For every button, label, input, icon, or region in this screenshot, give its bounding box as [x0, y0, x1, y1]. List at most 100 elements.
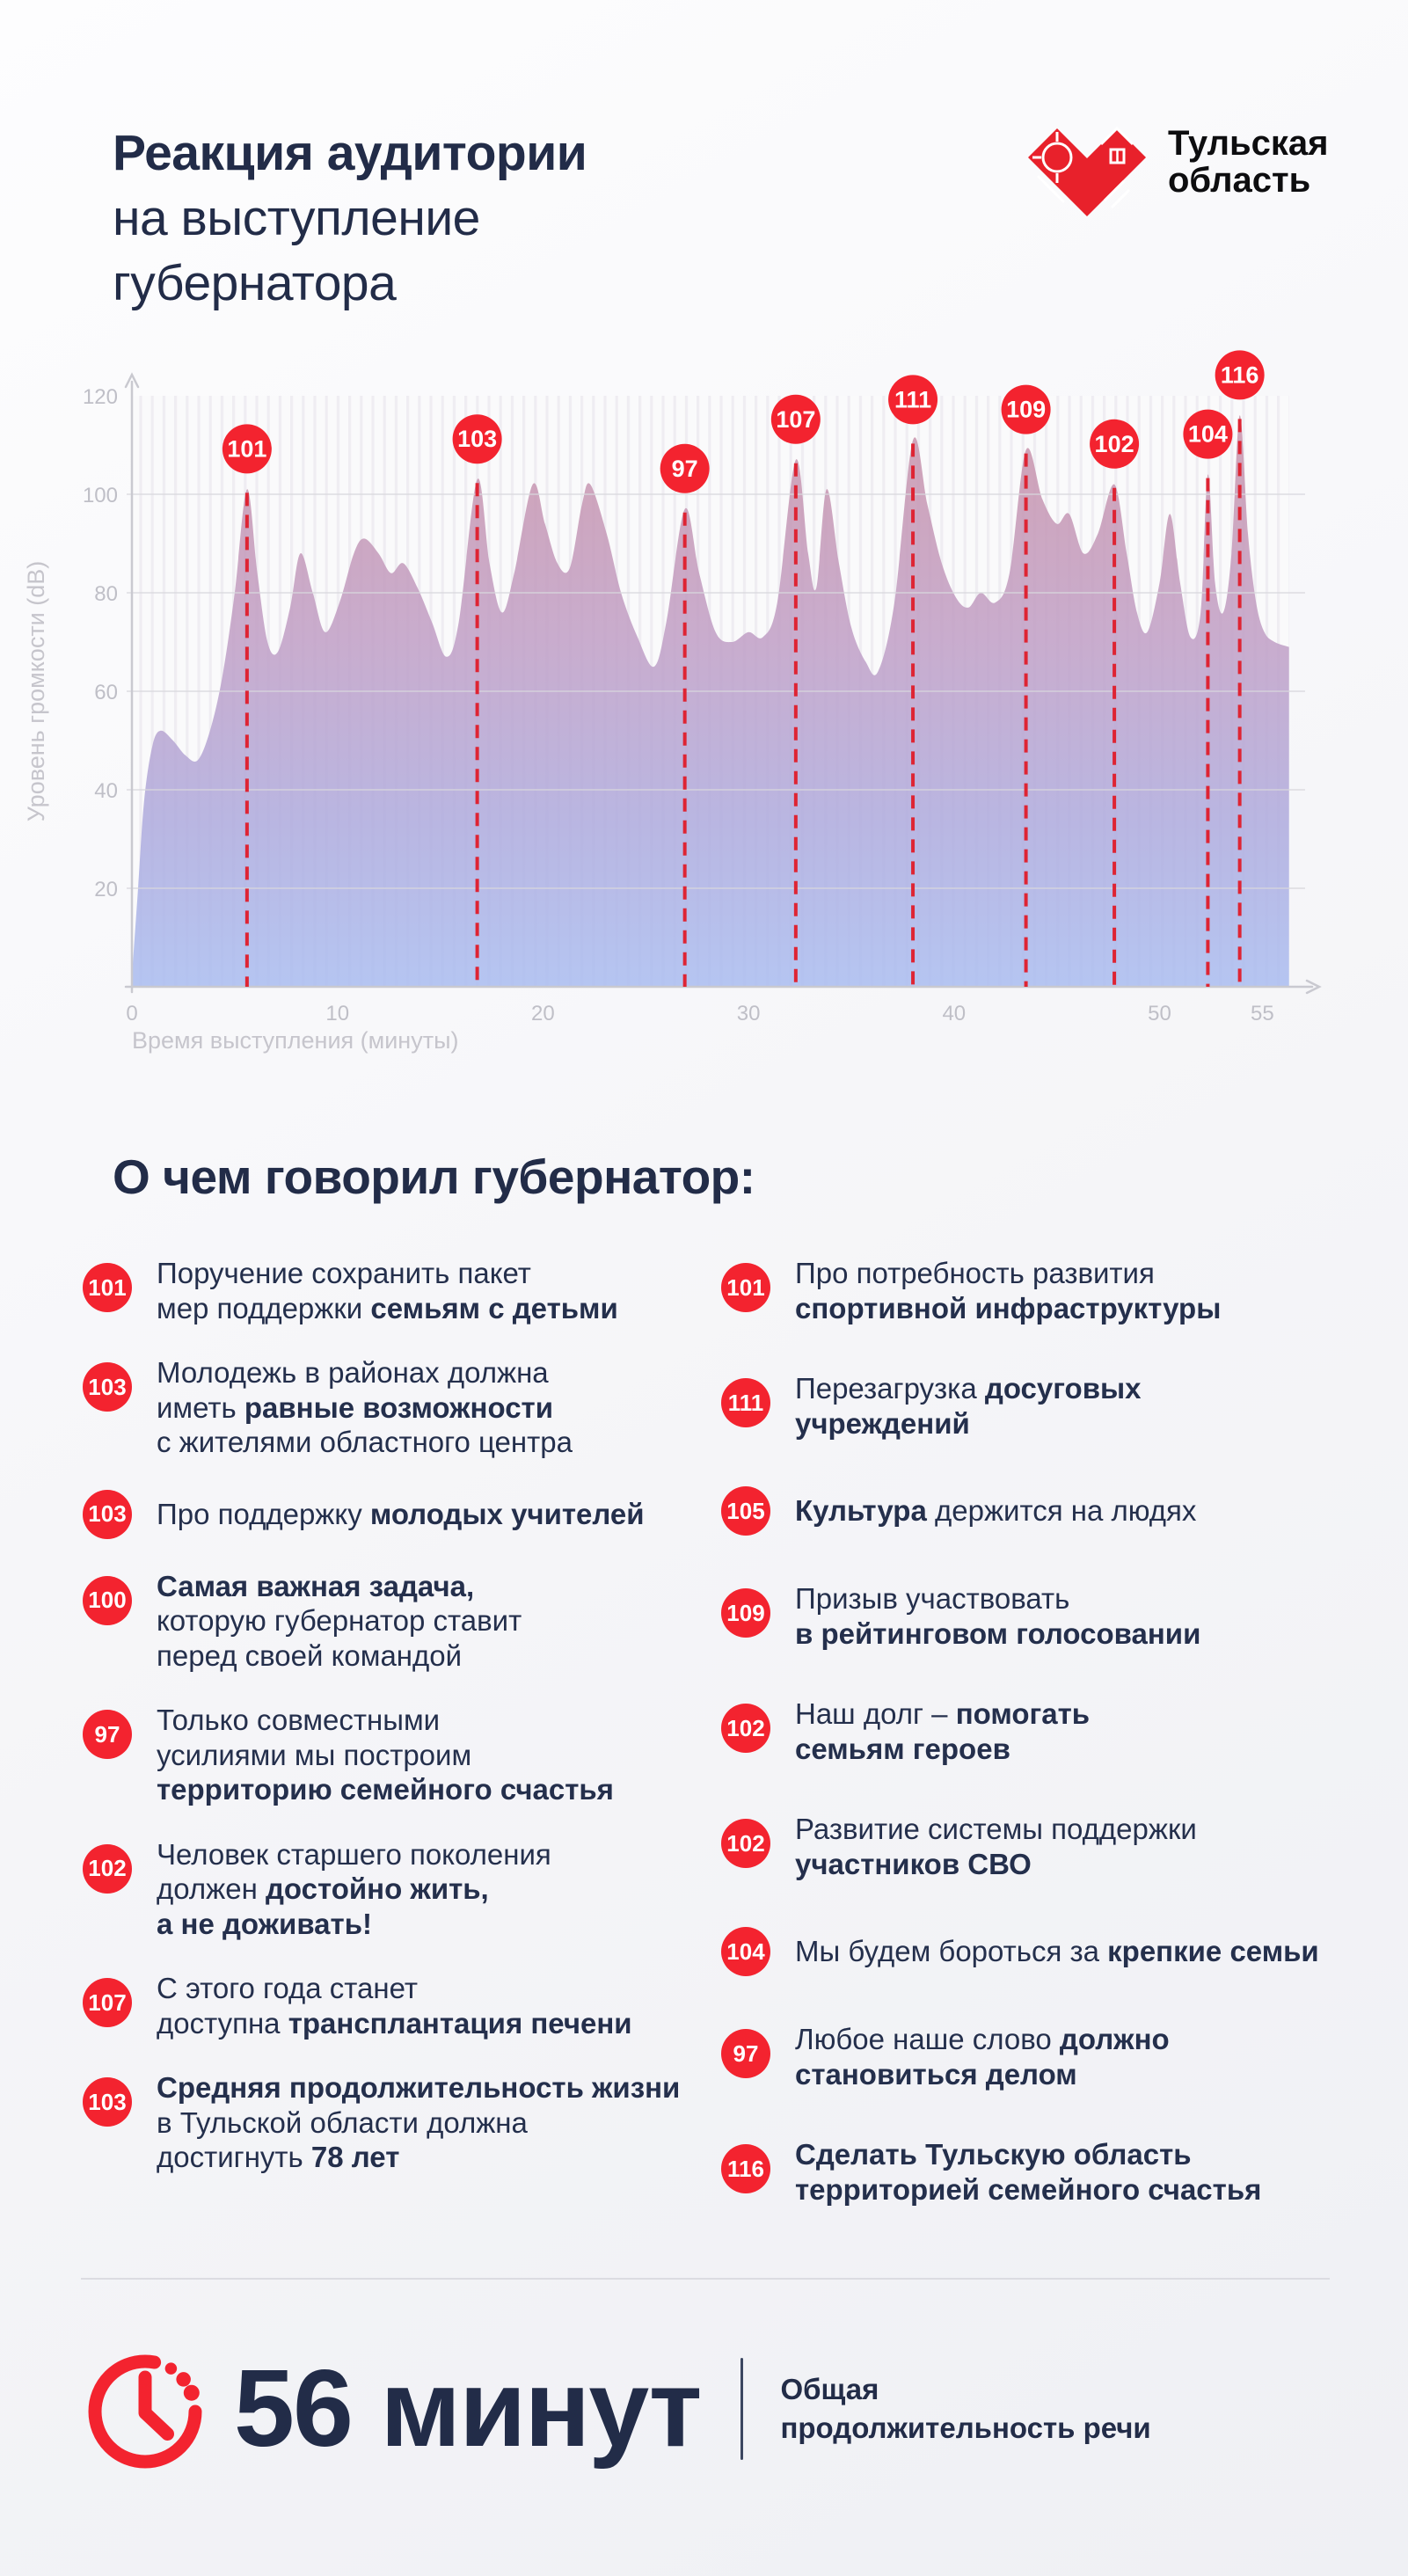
topic-badge: 102	[721, 1704, 770, 1753]
topic-item: 100 Самая важная задача, которую губернато…	[83, 1569, 721, 1674]
y-tick-label: 20	[94, 878, 118, 901]
topic-badge: 103	[83, 1489, 132, 1539]
topic-badge: 100	[83, 1575, 132, 1625]
logo-heart-icon	[1028, 126, 1146, 216]
topic-text: Только совместными усилиями мы построим те…	[157, 1704, 614, 1806]
topic-text: Сделать Тульскую область территорией семе…	[795, 2138, 1262, 2206]
topics-columns: 101 Поручение сохранить пакет мер поддержк…	[83, 1256, 1335, 2252]
y-tick-label: 100	[83, 484, 118, 507]
peak-badge-value: 103	[457, 426, 497, 452]
topic-badge: 102	[83, 1843, 132, 1894]
page-title-line-3: губернатора	[113, 255, 397, 312]
topic-text: Поручение сохранить пакет мер поддержки с…	[157, 1257, 618, 1324]
topic-badge: 101	[83, 1263, 132, 1312]
topic-item: 111 Перезагрузка досуговых учреждений	[721, 1371, 1335, 1441]
peak-badge-value: 102	[1095, 431, 1134, 457]
peak-badge-value: 109	[1006, 397, 1046, 423]
y-tick-label: 120	[83, 385, 118, 409]
peak-badge-value: 101	[227, 435, 266, 462]
topic-item: 103 Молодежь в районах должна иметь равные…	[83, 1355, 721, 1460]
peak-badge	[1183, 409, 1233, 459]
topic-text: Перезагрузка досуговых учреждений	[795, 1372, 1142, 1440]
peak-badge-value: 111	[894, 386, 931, 412]
total-duration-caption: Общая продолжительность речи	[780, 2370, 1150, 2448]
footer-divider	[81, 2278, 1330, 2280]
caption-line-1: Общая	[780, 2372, 879, 2405]
logo-region-name-line-1: Тульская	[1168, 124, 1328, 163]
topic-item: 101 Поручение сохранить пакет мер поддержк…	[83, 1256, 721, 1325]
topic-badge: 116	[721, 2144, 770, 2193]
peak-badge	[1001, 384, 1051, 434]
topic-item: 116 Сделать Тульскую область территорией с…	[721, 2137, 1335, 2207]
topic-text: Наш долг – помогать семьям героев	[795, 1697, 1091, 1765]
topic-text: Призыв участвовать в рейтинговом голосова…	[795, 1582, 1201, 1650]
page-title-line-2: на выступление	[113, 190, 480, 247]
topic-item: 105 Культура держится на людях	[721, 1486, 1335, 1536]
y-tick-label: 40	[94, 779, 118, 803]
peak-badge	[660, 443, 710, 493]
y-axis-arrow-icon	[124, 372, 140, 389]
x-axis-title: Время выступления (минуты)	[132, 1027, 458, 1054]
topic-badge: 105	[721, 1486, 770, 1536]
topic-item: 102 Наш долг – помогать семьям героев	[721, 1697, 1335, 1766]
topic-item: 104 Мы будем бороться за крепкие семьи	[721, 1927, 1335, 1976]
x-tick-label: 0	[126, 1002, 137, 1025]
peak-badge-value: 116	[1221, 361, 1259, 388]
x-tick-label: 10	[325, 1002, 349, 1025]
total-duration-value: 56 минут	[234, 2347, 702, 2470]
x-tick-label: 20	[531, 1002, 555, 1025]
topic-item: 103 Про поддержку молодых учителей	[83, 1489, 721, 1539]
topic-item: 107 С этого года станет доступна трансплан…	[83, 1971, 721, 2040]
topic-text: Средняя продолжительность жизни в Тульско…	[157, 2071, 681, 2173]
topic-item: 97 Только совместными усилиями мы построим…	[83, 1703, 721, 1807]
topics-section: О чем говорил губернатор: 101 Поручение с…	[83, 1149, 1335, 2252]
caption-line-2: продолжительность речи	[780, 2411, 1151, 2444]
topic-text: Культура держится на людях	[795, 1494, 1197, 1528]
y-axis-title: Уровень громкости (dB)	[23, 561, 49, 822]
topic-item: 103 Средняя продолжительность жизни в Туль…	[83, 2070, 721, 2175]
x-tick-label: 40	[942, 1002, 966, 1025]
clock-icon	[88, 2354, 202, 2468]
y-tick-label: 60	[94, 681, 118, 704]
x-axis-arrow-icon	[1305, 979, 1322, 995]
x-tick-label: 30	[737, 1002, 761, 1025]
topic-badge: 97	[83, 1710, 132, 1759]
page-title-line-1: Реакция аудитории	[113, 125, 587, 182]
y-tick-label: 80	[94, 582, 118, 606]
topics-heading: О чем говорил губернатор:	[113, 1149, 755, 1204]
topics-right-column: 101 Про потребность развития спортивной ин…	[721, 1256, 1335, 2252]
topic-item: 109 Призыв участвовать в рейтинговом голос…	[721, 1581, 1335, 1651]
topic-text: Мы будем бороться за крепкие семьи	[795, 1935, 1319, 1968]
logo-region-name-line-2: область	[1168, 161, 1310, 200]
topic-badge: 101	[721, 1263, 770, 1312]
peak-badge	[770, 394, 821, 444]
topic-badge: 97	[721, 2029, 770, 2078]
topic-badge: 104	[721, 1927, 770, 1976]
topic-text: Молодежь в районах должна иметь равные во…	[157, 1356, 573, 1458]
audience-volume-chart: 20 40 60 80 100 120 0 10 20 30 40 50 55 101 103 97 107 11…	[23, 350, 1322, 1054]
peak-badge-value: 104	[1188, 421, 1228, 448]
topic-text: Про потребность развития спортивной инфра…	[795, 1257, 1222, 1324]
topic-badge: 111	[721, 1378, 770, 1427]
topic-text: Любое наше слово должно становиться делом	[795, 2023, 1170, 2091]
topic-item: 101 Про потребность развития спортивной ин…	[721, 1256, 1335, 1325]
peak-badge	[1215, 350, 1265, 400]
topic-badge: 107	[83, 1978, 132, 2027]
peak-badge-value: 107	[776, 406, 815, 433]
footer-vertical-divider	[740, 2357, 744, 2460]
topic-badge: 109	[721, 1588, 770, 1638]
topic-item: 102 Человек старшего поколения должен дост…	[83, 1837, 721, 1942]
topic-text: Самая важная задача, которую губернатор с…	[157, 1569, 522, 1672]
topic-text: Про поддержку молодых учителей	[157, 1497, 645, 1530]
topic-badge: 103	[83, 1362, 132, 1412]
topic-badge: 102	[721, 1819, 770, 1868]
topic-item: 97 Любое наше слово должно становиться дел…	[721, 2022, 1335, 2091]
topic-text: Развитие системы поддержки участников СВО	[795, 1813, 1197, 1880]
x-tick-label: 55	[1251, 1002, 1274, 1025]
peak-badge	[1090, 419, 1140, 469]
peak-badge	[222, 424, 272, 474]
page-title: Реакция аудитории на выступление губерна…	[113, 120, 587, 316]
topic-badge: 103	[83, 2077, 132, 2127]
volume-area-series	[132, 415, 1289, 987]
